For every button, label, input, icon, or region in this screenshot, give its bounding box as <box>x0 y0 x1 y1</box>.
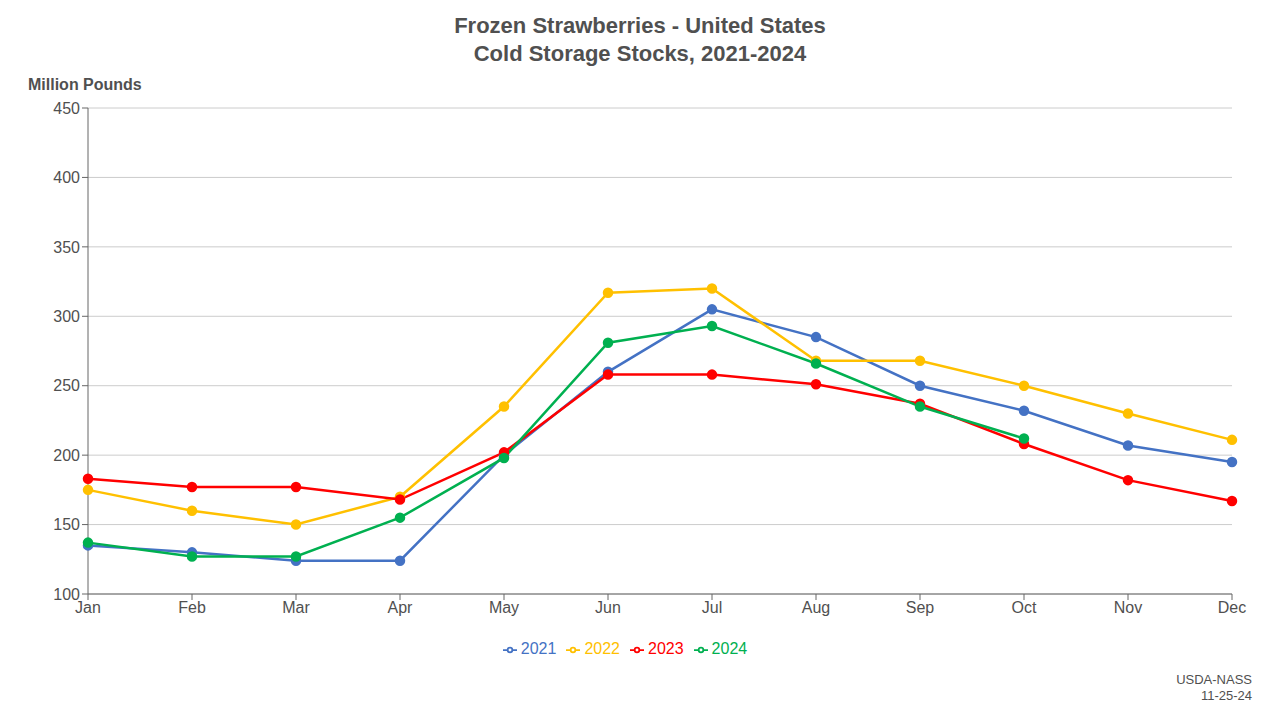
html-text:USDA-NASS: USDA-NASS <box>1176 672 1252 687</box>
html-text:Frozen Strawberries - United S: Frozen Strawberries - United States <box>454 13 826 38</box>
svg-text:Feb: Feb <box>178 599 206 616</box>
html-text:2023: 2023 <box>648 640 684 657</box>
svg-text:Jun: Jun <box>595 599 621 616</box>
svg-text:400: 400 <box>53 169 80 186</box>
svg-text:450: 450 <box>53 100 80 117</box>
svg-text:100: 100 <box>53 586 80 603</box>
svg-text:200: 200 <box>53 447 80 464</box>
svg-text:Aug: Aug <box>802 599 830 616</box>
svg-text:300: 300 <box>53 308 80 325</box>
svg-text:Jul: Jul <box>702 599 722 616</box>
html-text:2024: 2024 <box>711 640 748 657</box>
svg-text:Apr: Apr <box>388 599 414 616</box>
svg-text:Jan: Jan <box>75 599 101 617</box>
html-text:2022: 2022 <box>584 640 620 657</box>
html-text:Million Pounds: Million Pounds <box>28 76 142 93</box>
svg-text:Oct: Oct <box>1012 599 1037 616</box>
svg-text:Mar: Mar <box>282 599 310 616</box>
svg-text:350: 350 <box>53 239 80 256</box>
svg-text:Nov: Nov <box>1114 599 1142 616</box>
svg-text:May: May <box>489 599 519 616</box>
svg-text:250: 250 <box>53 377 80 394</box>
svg-text:150: 150 <box>53 516 80 533</box>
html-text:11-25-24: 11-25-24 <box>1200 688 1252 703</box>
svg-text:Sep: Sep <box>906 599 935 616</box>
html-text:2021: 2021 <box>520 640 557 657</box>
html-text:Cold Storage Stocks, 2021-2024: Cold Storage Stocks, 2021-2024 <box>473 41 807 66</box>
svg-text:Dec: Dec <box>1218 599 1246 616</box>
